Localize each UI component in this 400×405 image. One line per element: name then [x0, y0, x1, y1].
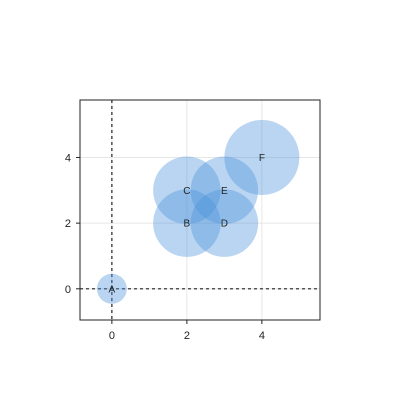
- point-label-b: B: [184, 219, 191, 230]
- bubble-b: [153, 189, 221, 257]
- x-tick-label-0: 0: [109, 330, 115, 342]
- point-label-c: C: [183, 186, 190, 197]
- point-label-d: D: [221, 219, 228, 230]
- bubble-c: [153, 156, 221, 225]
- plot-frame: [79, 99, 321, 321]
- axis-ticks: 0 2 4 0 2 4: [65, 152, 265, 342]
- bubble-a: [96, 273, 127, 304]
- bubble-d: [190, 189, 259, 257]
- bubble-e: [190, 156, 259, 225]
- x-tick-label-2: 4: [259, 330, 265, 342]
- y-tick-label-2: 4: [65, 152, 71, 164]
- point-label-e: E: [221, 186, 228, 197]
- y-tick-label-1: 2: [65, 218, 71, 230]
- bubble-f: [224, 119, 300, 195]
- point-labels: A B C D E F: [109, 153, 265, 295]
- reference-lines: [80, 100, 320, 320]
- point-label-a: A: [109, 284, 116, 295]
- bubble-layer: [96, 119, 300, 304]
- grid-layer: [80, 100, 320, 320]
- point-label-f: F: [259, 153, 265, 164]
- y-tick-label-0: 0: [65, 284, 71, 296]
- x-tick-label-1: 2: [184, 330, 190, 342]
